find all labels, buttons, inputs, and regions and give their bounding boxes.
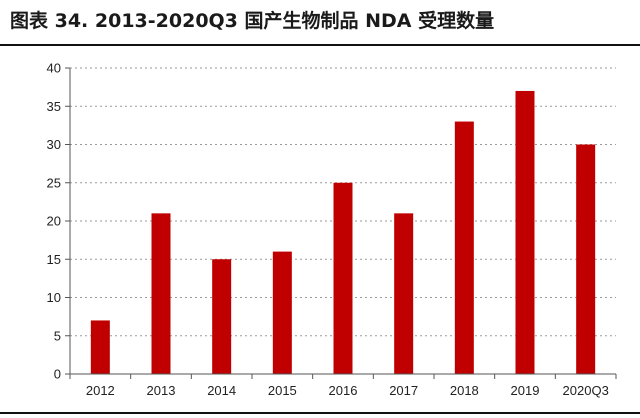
x-tick-label: 2016 <box>329 383 358 398</box>
bar <box>515 90 535 374</box>
y-tick-label: 0 <box>54 367 61 382</box>
y-tick-label: 10 <box>47 290 61 305</box>
bar <box>454 121 474 374</box>
bar <box>151 213 171 374</box>
x-tick-label: 2017 <box>389 383 418 398</box>
y-tick-label: 15 <box>47 252 61 267</box>
bottom-rule <box>0 412 640 414</box>
bar <box>576 144 596 374</box>
x-tick-label: 2018 <box>450 383 479 398</box>
x-tick-label: 2014 <box>207 383 236 398</box>
y-tick-label: 30 <box>47 137 61 152</box>
x-tick-label: 2013 <box>147 383 176 398</box>
bar <box>212 259 232 374</box>
y-tick-label: 5 <box>54 328 61 343</box>
bar <box>272 251 292 374</box>
bar <box>333 182 353 374</box>
y-tick-label: 40 <box>47 61 61 76</box>
y-tick-label: 20 <box>47 214 61 229</box>
bar <box>90 320 110 374</box>
bar <box>394 213 414 374</box>
x-tick-label: 2015 <box>268 383 297 398</box>
x-tick-label: 2020Q3 <box>563 383 609 398</box>
chart-title: 图表 34. 2013-2020Q3 国产生物制品 NDA 受理数量 <box>10 10 495 32</box>
title-rule <box>0 44 640 46</box>
y-tick-label: 25 <box>47 175 61 190</box>
x-tick-label: 2019 <box>511 383 540 398</box>
x-tick-label: 2012 <box>86 383 115 398</box>
y-tick-label: 35 <box>47 99 61 114</box>
